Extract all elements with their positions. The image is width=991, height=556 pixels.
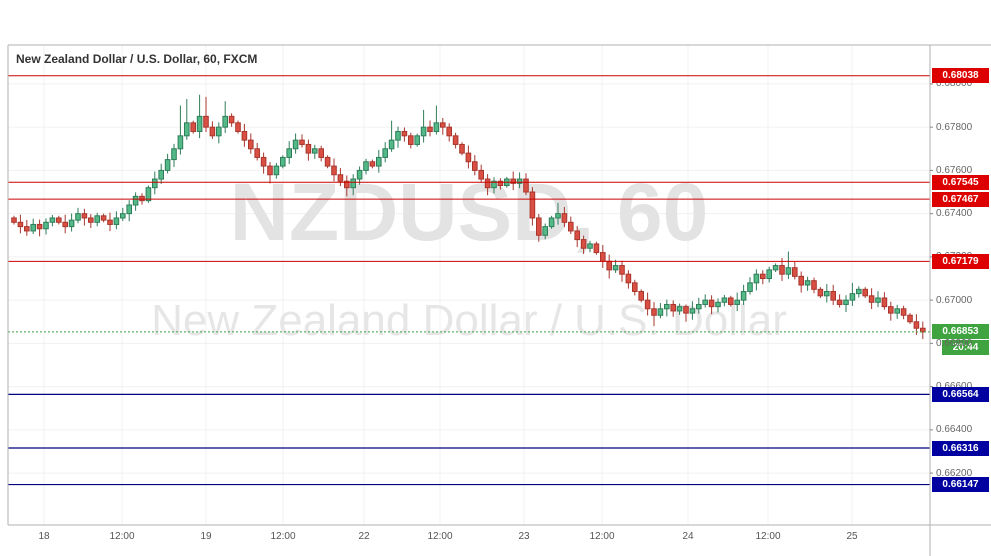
watermark-symbol: NZDUSD, 60 [230, 167, 708, 258]
time-label-day: 23 [518, 531, 530, 542]
time-axis[interactable]: 18 12:00 19 12:00 22 12:00 23 12:00 24 12:00 25 [0, 525, 991, 556]
grid-lines [8, 45, 930, 525]
time-label-hour: 12:00 [755, 531, 781, 542]
time-label-day: 24 [682, 531, 694, 542]
candles-group [11, 94, 926, 340]
chart-borders [7, 44, 991, 556]
time-label-hour: 12:00 [270, 531, 296, 542]
support-resistance-lines[interactable] [8, 75, 930, 486]
watermark-description: New Zealand Dollar / U.S. Dollar [151, 296, 787, 345]
time-label-day: 22 [358, 531, 370, 542]
time-label-hour: 12:00 [109, 531, 135, 542]
time-label-day: 19 [200, 531, 212, 542]
time-label-day: 18 [38, 531, 50, 542]
time-label-hour: 12:00 [589, 531, 615, 542]
time-label-day: 25 [846, 531, 858, 542]
chart-title: New Zealand Dollar / U.S. Dollar, 60, FX… [16, 52, 258, 66]
time-label-hour: 12:00 [427, 531, 453, 542]
